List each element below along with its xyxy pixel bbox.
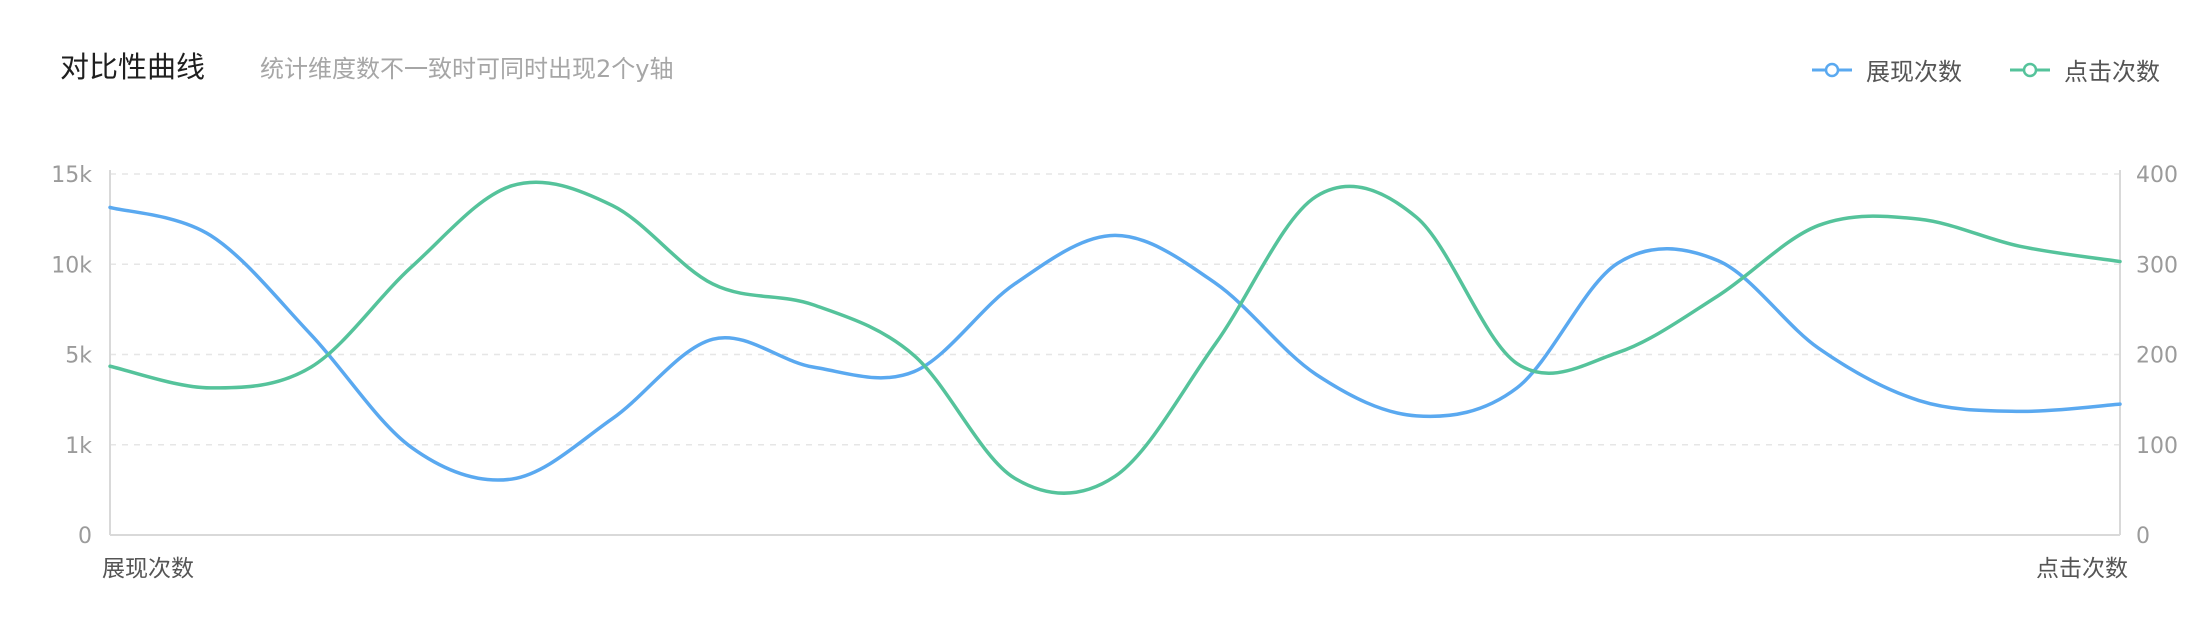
left-tick-label: 5k — [65, 344, 92, 369]
series-line-impressions — [108, 205, 2122, 482]
left-axis-title: 展现次数 — [102, 556, 194, 582]
legend-line-circle-icon-green — [2010, 62, 2050, 77]
series-line-clicks — [108, 180, 2122, 495]
legend-label-clicks: 点击次数 — [2064, 58, 2160, 86]
right-tick-label: 300 — [2136, 253, 2178, 278]
left-tick-label: 1k — [65, 434, 92, 459]
left-tick-label: 15k — [51, 163, 92, 188]
right-tick-label: 200 — [2136, 344, 2178, 369]
right-tick-label: 0 — [2136, 524, 2150, 549]
right-tick-label: 100 — [2136, 434, 2178, 459]
legend-item-impressions[interactable]: 展现次数 — [1812, 52, 1962, 87]
right-tick-label: 400 — [2136, 163, 2178, 188]
chart-subtitle: 统计维度数不一致时可同时出现2个y轴 — [260, 55, 674, 83]
right-axis-title: 点击次数 — [2036, 556, 2128, 582]
legend: 展现次数 点击次数 — [1812, 52, 2160, 87]
legend-item-clicks[interactable]: 点击次数 — [2010, 52, 2160, 87]
chart-header: 对比性曲线 统计维度数不一致时可同时出现2个y轴 展现次数 点击次数 — [0, 0, 2200, 130]
chart-title: 对比性曲线 — [60, 50, 206, 84]
left-tick-label: 0 — [78, 524, 92, 549]
legend-line-circle-icon-blue — [1812, 62, 1852, 77]
left-tick-label: 10k — [51, 253, 92, 278]
legend-label-impressions: 展现次数 — [1866, 58, 1962, 86]
